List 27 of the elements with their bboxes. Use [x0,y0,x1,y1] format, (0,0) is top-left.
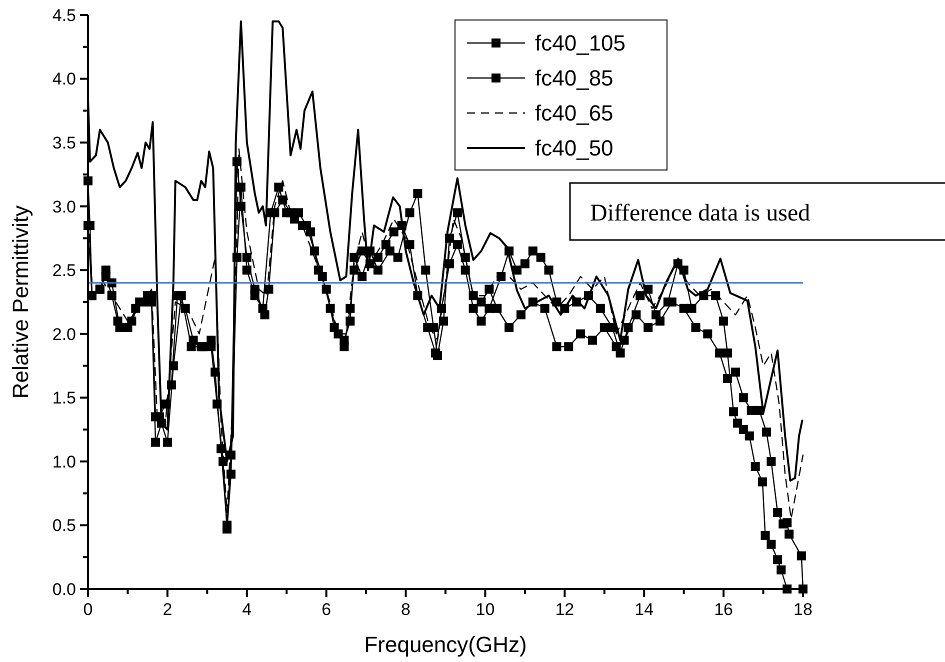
x-tick-label: 8 [401,600,411,619]
x-axis-title: Frequency(GHz) [364,632,527,657]
y-tick-label: 4.5 [52,6,76,25]
y-tick-label: 3.0 [52,197,76,216]
x-tick-label: 10 [476,600,495,619]
x-tick-label: 0 [83,600,93,619]
y-tick-label: 2.5 [52,261,76,280]
y-tick-label: 1.0 [52,452,76,472]
y-tick-label: 3.5 [52,134,76,153]
y-tick-label: 2.0 [52,324,76,344]
x-tick-label: 2 [162,600,172,619]
y-tick-label: 4.0 [52,70,76,89]
y-tick-label: 1.5 [52,388,76,408]
legend-label: fc40_65 [535,100,614,126]
y-tick-label: 0.5 [52,516,76,536]
x-tick-label: 18 [794,600,812,619]
x-tick-label: 12 [555,600,574,619]
x-tick-label: 14 [634,600,654,619]
annotation: Difference data is used [590,200,810,226]
legend-label: fc40_105 [535,30,626,56]
x-tick-label: 4 [242,600,252,619]
legend-label: fc40_85 [535,66,614,91]
x-tick-label: 6 [322,600,332,619]
y-axis-title: Relative Permittivity [8,205,33,399]
legend-label: fc40_50 [535,136,614,161]
x-tick-label: 16 [714,600,734,619]
y-tick-label: 0.0 [52,580,76,599]
